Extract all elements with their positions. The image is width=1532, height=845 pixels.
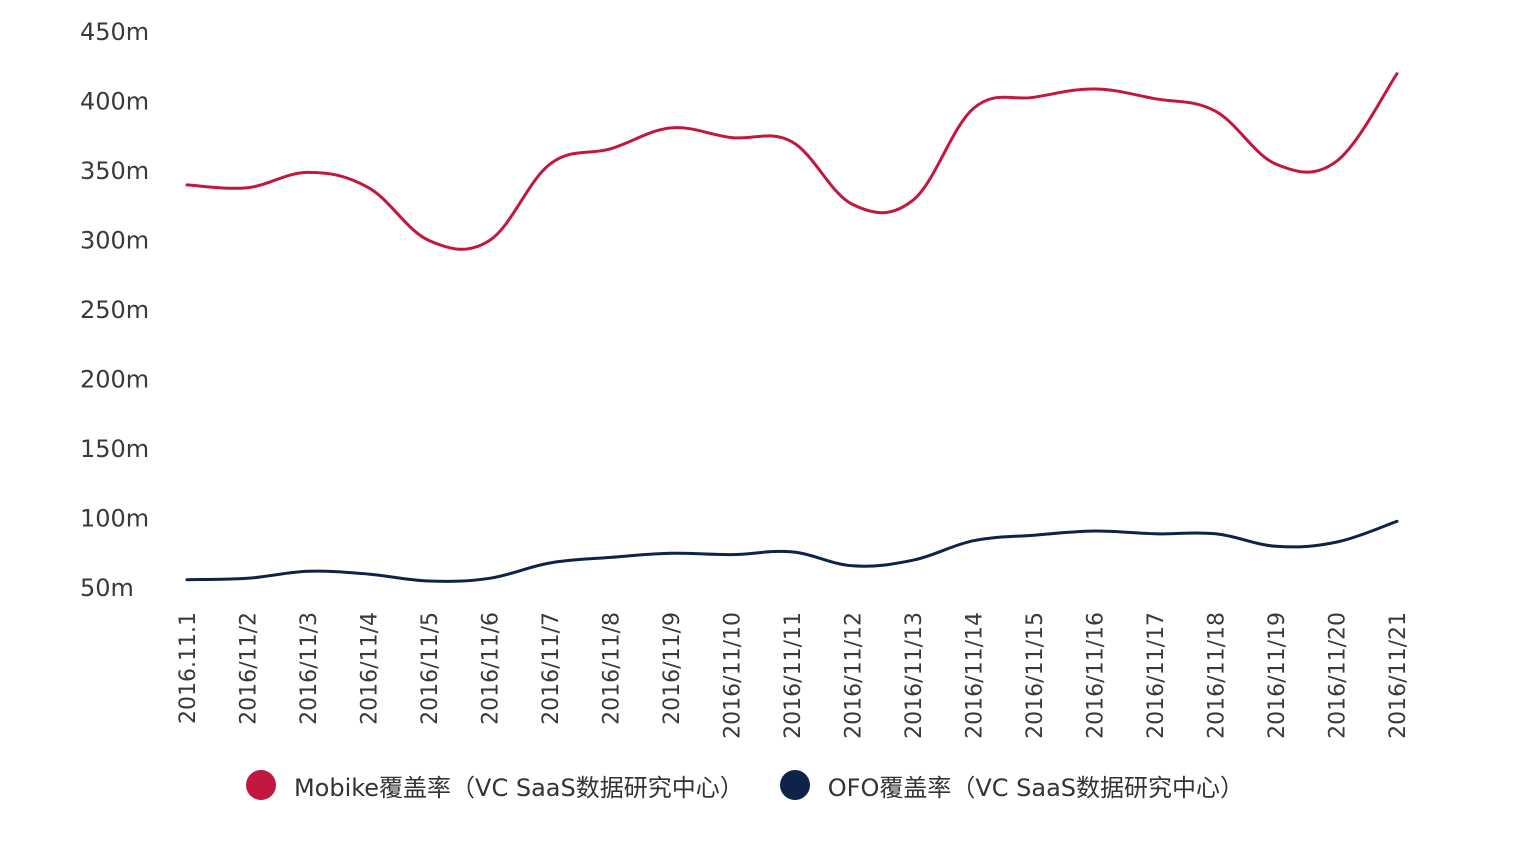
y-tick-label: 450m: [80, 18, 149, 46]
x-axis: 2016.11.1 2016/11/2 2016/11/3 2016/11/4 2016…: [176, 612, 1411, 739]
y-tick-label: 150m: [80, 435, 149, 463]
x-tick-label: 2016/11/12: [842, 612, 867, 739]
line-chart: 50m 100m 150m 200m 250m 300m 350m 400m 450m 2016…: [80, 18, 1411, 739]
series-line-mobike[interactable]: [185, 72, 1399, 251]
y-tick-label: 350m: [80, 157, 149, 185]
legend-marker-mobike: [245, 770, 276, 800]
legend-label-mobike: Mobike覆盖率（VC SaaS数据研究中心）: [293, 773, 744, 802]
x-tick-label: 2016/11/9: [660, 612, 685, 725]
x-tick-label: 2016/11/7: [539, 612, 564, 725]
x-tick-label: 2016/11/8: [600, 612, 625, 725]
y-tick-label: 200m: [80, 366, 149, 394]
x-tick-label: 2016/11/20: [1326, 612, 1351, 739]
legend-marker-ofo: [779, 770, 810, 800]
x-tick-label: 2016/11/6: [479, 612, 504, 725]
x-tick-label: 2016/11/17: [1144, 612, 1169, 739]
x-tick-label: 2016/11/13: [902, 612, 927, 739]
legend-label-ofo: OFO覆盖率（VC SaaS数据研究中心）: [827, 773, 1245, 802]
legend-item-ofo[interactable]: OFO覆盖率（VC SaaS数据研究中心）: [779, 768, 1245, 803]
y-axis: 50m 100m 150m 200m 250m 300m 350m 400m 450m: [80, 18, 149, 602]
y-tick-label: 250m: [80, 296, 149, 324]
x-tick-label: 2016.11.1: [176, 612, 201, 724]
y-tick-label: 50m: [80, 574, 134, 602]
x-tick-label: 2016/11/18: [1205, 612, 1230, 739]
x-tick-label: 2016/11/16: [1084, 612, 1109, 739]
series-line-ofo[interactable]: [185, 519, 1399, 583]
y-tick-label: 100m: [80, 505, 149, 533]
x-tick-label: 2016/11/2: [237, 612, 262, 725]
x-tick-label: 2016/11/14: [963, 612, 988, 739]
y-tick-label: 300m: [80, 227, 149, 255]
legend-item-mobike[interactable]: Mobike覆盖率（VC SaaS数据研究中心）: [245, 768, 744, 803]
x-tick-label: 2016/11/11: [781, 612, 806, 739]
x-tick-label: 2016/11/4: [358, 612, 383, 725]
x-tick-label: 2016/11/15: [1023, 612, 1048, 739]
x-tick-label: 2016/11/21: [1386, 612, 1411, 739]
x-tick-label: 2016/11/5: [418, 612, 443, 725]
series-lines: [185, 72, 1399, 583]
x-tick-label: 2016/11/3: [297, 612, 322, 725]
legend: Mobike覆盖率（VC SaaS数据研究中心） OFO覆盖率（VC SaaS数…: [0, 760, 1490, 810]
y-tick-label: 400m: [80, 88, 149, 116]
x-tick-label: 2016/11/10: [721, 612, 746, 739]
x-tick-label: 2016/11/19: [1265, 612, 1290, 739]
